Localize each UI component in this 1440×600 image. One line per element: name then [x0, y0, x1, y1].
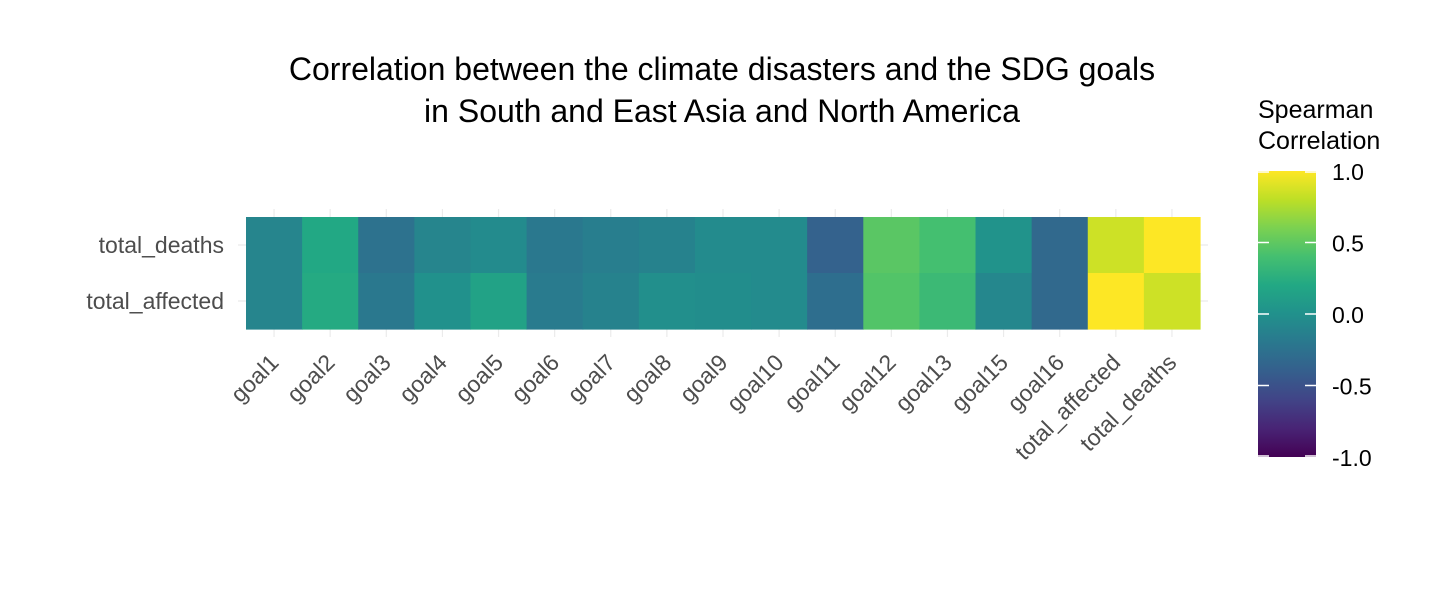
- heatmap-cell: [1087, 273, 1145, 330]
- heatmap-cell: [919, 273, 977, 330]
- heatmap-cell: [807, 273, 864, 330]
- heatmap-cell: [863, 273, 921, 330]
- legend-title-line: Correlation: [1258, 127, 1380, 155]
- heatmap-cell: [582, 273, 640, 330]
- heatmap-cell: [1143, 217, 1201, 274]
- heatmap-cell: [1087, 217, 1145, 274]
- heatmap-cell: [919, 217, 977, 274]
- heatmap-cell: [751, 217, 808, 274]
- legend-tick-label: 0.5: [1332, 231, 1364, 257]
- heatmap-cell: [526, 273, 584, 330]
- x-axis-tick-labels: goal1goal2goal3goal4goal5goal6goal7goal8…: [225, 349, 1181, 465]
- heatmap-cell: [302, 273, 359, 330]
- heatmap-cell: [975, 273, 1033, 330]
- heatmap-cell: [1031, 217, 1089, 274]
- x-tick-label: goal5: [450, 349, 508, 407]
- chart-title: Correlation between the climate disaster…: [289, 51, 1155, 129]
- legend-tick-label: 0.0: [1332, 302, 1364, 328]
- heatmap-cell: [470, 273, 528, 330]
- x-tick-label: goal8: [618, 349, 676, 407]
- x-tick-label: goal15: [946, 349, 1013, 416]
- heatmap-cell: [414, 217, 472, 274]
- heatmap-cell: [358, 273, 415, 330]
- x-tick-label: goal4: [394, 349, 452, 407]
- x-tick-label: goal2: [282, 349, 340, 407]
- chart-title-line: in South and East Asia and North America: [424, 93, 1020, 129]
- heatmap-cells: [246, 217, 1201, 330]
- heatmap-cell: [1031, 273, 1089, 330]
- legend-tick-label: -1.0: [1332, 445, 1372, 471]
- y-tick-label: total_affected: [86, 288, 224, 314]
- heatmap-cell: [863, 217, 921, 274]
- x-tick-label: goal6: [506, 349, 564, 407]
- heatmap-cell: [807, 217, 864, 274]
- heatmap-cell: [246, 273, 303, 330]
- heatmap-cell: [582, 217, 640, 274]
- legend-ticks: 1.0 0.5 0.0 -0.5 -1.0: [1258, 159, 1372, 471]
- x-tick-label: goal12: [834, 349, 901, 416]
- heatmap-cell: [975, 217, 1033, 274]
- y-axis-tick-labels: total_deaths total_affected: [86, 232, 224, 314]
- x-tick-label: goal1: [225, 349, 283, 407]
- heatmap-cell: [358, 217, 415, 274]
- heatmap-cell: [246, 217, 303, 274]
- heatmap-cell: [694, 273, 752, 330]
- x-tick-label: goal11: [779, 349, 845, 415]
- heatmap-cell: [1143, 273, 1201, 330]
- heatmap-cell: [694, 217, 752, 274]
- heatmap-cell: [526, 217, 584, 274]
- x-tick-label: goal10: [721, 349, 788, 416]
- x-tick-label: goal7: [562, 349, 620, 407]
- heatmap-cell: [638, 217, 696, 274]
- legend-title: Spearman Correlation: [1258, 96, 1380, 155]
- heatmap-cell: [751, 273, 808, 330]
- heatmap-cell: [470, 217, 528, 274]
- color-legend: Spearman Correlation 1.0 0.5 0.0 -0.5 -1.0: [1258, 96, 1380, 471]
- legend-title-line: Spearman: [1258, 96, 1373, 124]
- heatmap-cell: [302, 217, 359, 274]
- y-tick-label: total_deaths: [99, 232, 224, 258]
- x-tick-label: goal13: [890, 349, 957, 416]
- legend-tick-label: -0.5: [1332, 374, 1372, 400]
- chart-title-line: Correlation between the climate disaster…: [289, 51, 1155, 87]
- x-tick-label: goal3: [338, 349, 396, 407]
- heatmap-cell: [414, 273, 472, 330]
- legend-tick-label: 1.0: [1332, 159, 1364, 185]
- heatmap-cell: [638, 273, 696, 330]
